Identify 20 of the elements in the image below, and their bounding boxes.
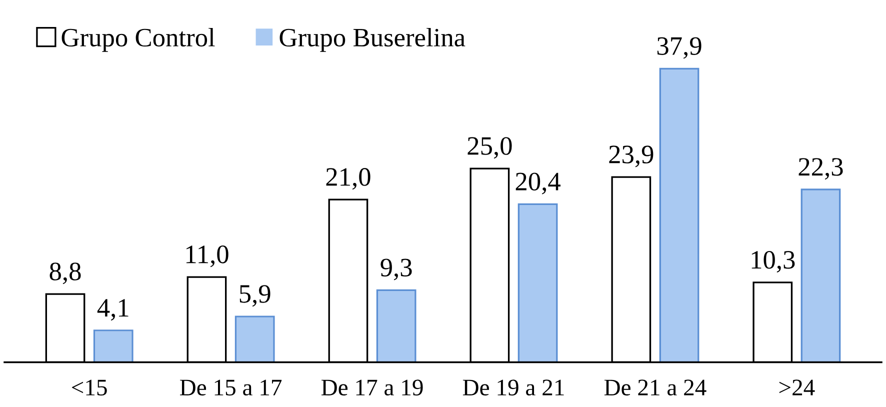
legend-label: Grupo Buserelina (280, 28, 466, 52)
data-label: 37,9 (657, 37, 702, 59)
data-label: 5,9 (240, 285, 270, 307)
data-label: 22,3 (798, 158, 843, 180)
data-label: 10,3 (752, 250, 795, 273)
x-tick-label: De 15 a 17 (180, 380, 282, 396)
data-label: 20,4 (516, 172, 560, 194)
data-label: 25,0 (468, 137, 512, 159)
x-tick-label: De 19 a 21 (462, 380, 564, 396)
data-label: 4,1 (97, 299, 128, 321)
data-label: 23,9 (609, 146, 654, 168)
data-label: 8,8 (50, 262, 81, 284)
x-tick-label: <15 (72, 380, 107, 396)
data-label: 11,0 (186, 246, 228, 268)
x-tick-label: >24 (779, 380, 815, 396)
data-label: 9,3 (380, 258, 412, 280)
x-tick-label: De 21 a 24 (604, 380, 706, 396)
data-label: 21,0 (326, 168, 370, 190)
legend-label: Grupo Control (62, 28, 215, 52)
x-tick-label: De 17 a 19 (321, 380, 423, 396)
